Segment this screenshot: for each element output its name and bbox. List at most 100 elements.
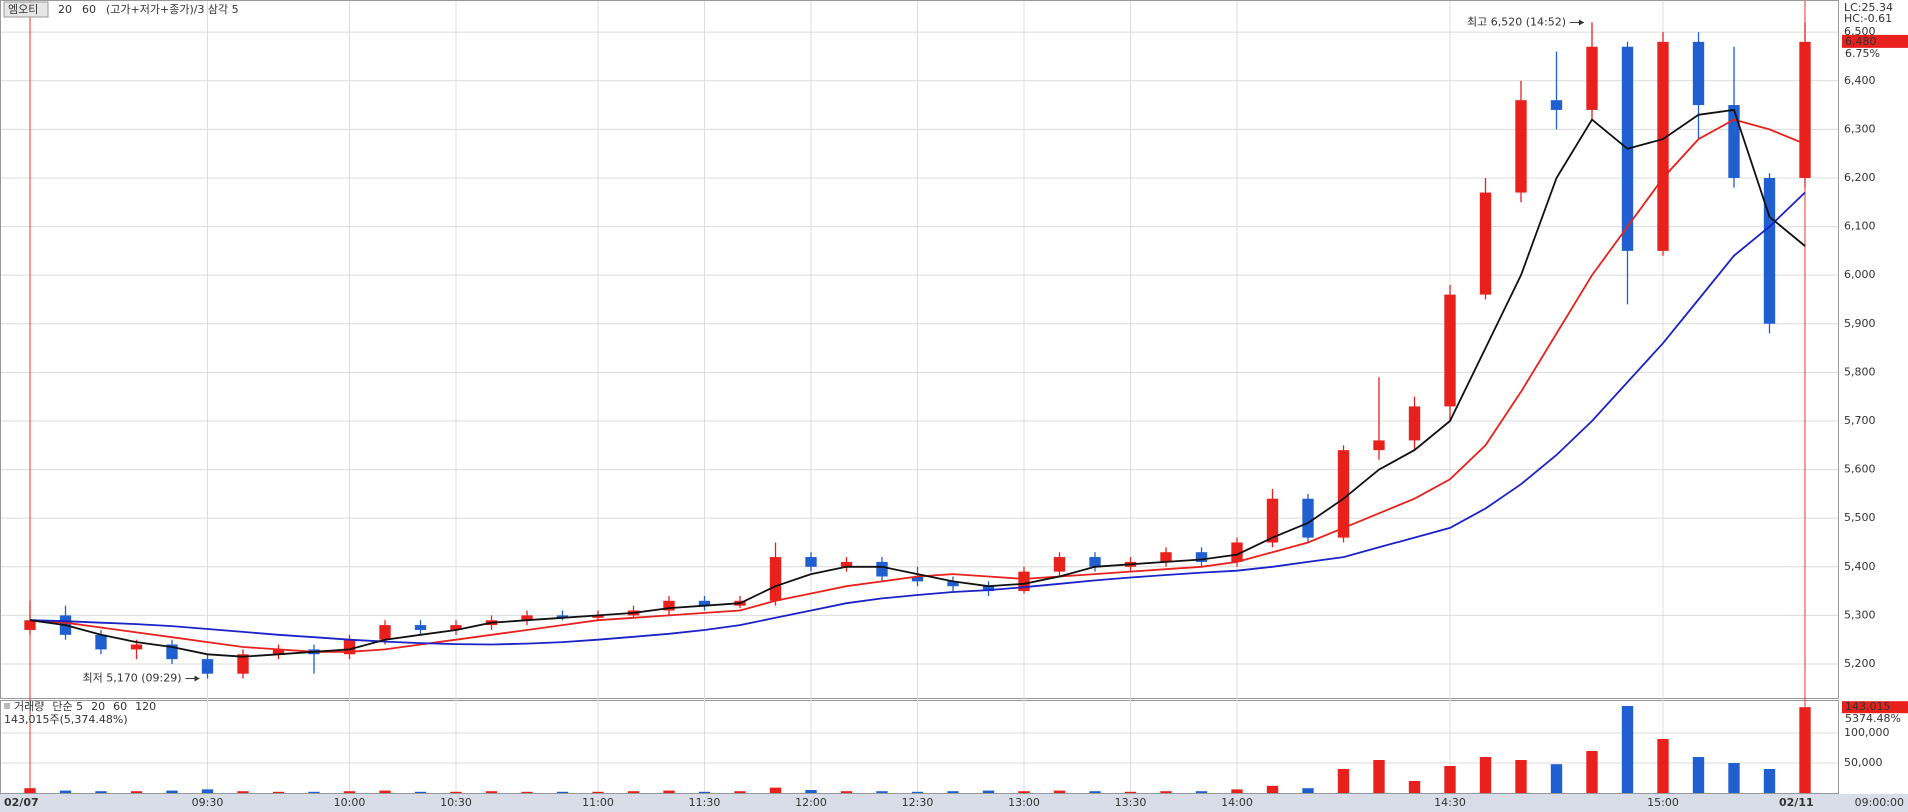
volume-bar xyxy=(1266,785,1279,793)
volume-bar xyxy=(1302,788,1314,793)
x-tick-label: 12:30 xyxy=(902,796,934,809)
volume-summary: 143,015주(5,374.48%) xyxy=(4,713,128,726)
x-axis-bar xyxy=(0,794,1908,812)
volume-title: 거래량 xyxy=(14,700,44,713)
volume-bar xyxy=(1444,766,1456,793)
labels: 5,200 5,300 5,400 5,500 5,600 5,700 5,800 5,900… xyxy=(3,1,1908,809)
x-tick-label: 02/07 xyxy=(4,796,39,809)
volume-bar xyxy=(308,791,320,793)
candle-body xyxy=(1550,100,1563,110)
candle-body xyxy=(982,586,995,592)
candle-body xyxy=(1018,571,1030,592)
y-tick-label: 6,400 xyxy=(1844,74,1876,87)
volume-bar xyxy=(1550,764,1563,793)
volume-bar xyxy=(1799,707,1811,793)
candle-body xyxy=(1799,41,1811,178)
y-tick-label: 5,400 xyxy=(1844,560,1876,573)
volume-bar xyxy=(1337,769,1350,793)
volume-bar xyxy=(130,791,143,793)
y-tick-label: 5,900 xyxy=(1844,317,1876,330)
candle-body xyxy=(1089,557,1101,567)
candle-body xyxy=(840,561,853,567)
y-tick-label: 5,500 xyxy=(1844,511,1876,524)
y-tick-label: 5,800 xyxy=(1844,365,1876,378)
annotation-arrowhead xyxy=(194,675,200,682)
candle-body xyxy=(876,561,888,577)
volume-bar xyxy=(1231,789,1243,793)
candle-body xyxy=(1408,406,1421,441)
x-tick-label: 09:30 xyxy=(192,796,224,809)
x-tick-label: 15:00 xyxy=(1647,796,1679,809)
x-tick-label: 10:00 xyxy=(334,796,366,809)
volume-panel-frame xyxy=(0,700,1839,794)
volume-bar xyxy=(769,787,782,793)
volume-bar xyxy=(840,791,853,793)
y-tick-label: 5,700 xyxy=(1844,414,1876,427)
price-panel-frame xyxy=(0,0,1839,699)
candle-body xyxy=(769,557,782,601)
volume-bar xyxy=(663,790,675,793)
candle-body xyxy=(237,654,249,674)
candle-body xyxy=(1515,100,1527,193)
candle-body xyxy=(1692,41,1705,106)
candle-body xyxy=(272,649,285,655)
x-tick-label: 11:00 xyxy=(582,796,614,809)
candle-body xyxy=(1337,450,1350,538)
y-tick-label: 5,300 xyxy=(1844,608,1876,621)
legend-entry: 60 xyxy=(113,700,127,713)
y-tick-label: 6,100 xyxy=(1844,220,1876,233)
volume-bar xyxy=(1195,791,1208,793)
annotation: 최저 5,170 (09:29) xyxy=(82,672,181,685)
volume-bar xyxy=(1124,791,1137,793)
last-ratio: 5374.48% xyxy=(1845,712,1901,725)
legend-icon xyxy=(4,703,10,709)
candle-body xyxy=(1373,440,1385,451)
volume-bar xyxy=(1728,763,1740,793)
x-tick-label: 10:30 xyxy=(440,796,472,809)
last-price: 6,480 xyxy=(1845,35,1877,48)
volume-bar xyxy=(592,791,604,793)
candle-body xyxy=(556,615,569,618)
x-tick-label: 13:30 xyxy=(1115,796,1147,809)
legend-entry: 120 xyxy=(135,700,156,713)
ma-line xyxy=(29,191,1806,646)
y-tick-label: 50,000 xyxy=(1844,756,1883,769)
x-tick-label: 11:30 xyxy=(689,796,721,809)
candle-body xyxy=(414,625,427,630)
x-tick-label: 02/11 xyxy=(1779,796,1814,809)
volume-bar xyxy=(1160,791,1172,793)
volume-bar xyxy=(1657,739,1669,793)
lc-label: LC:25.34 xyxy=(1844,1,1893,14)
candle-body xyxy=(698,600,711,606)
volume-bar xyxy=(698,791,711,793)
legend-entry: 20 xyxy=(58,3,72,16)
volume-bar xyxy=(982,790,995,793)
x-axis-time: 09:00:00 xyxy=(1855,796,1904,809)
candle-body xyxy=(521,615,533,621)
y-tick-label: 6,000 xyxy=(1844,268,1876,281)
volume-bar xyxy=(1621,706,1634,793)
y-tick-label: 5,600 xyxy=(1844,463,1876,476)
x-tick-label: 14:30 xyxy=(1434,796,1466,809)
candle-body xyxy=(1657,41,1669,251)
candle-body xyxy=(1479,192,1492,295)
candle-body xyxy=(592,615,604,618)
candle-body xyxy=(1586,46,1598,110)
candle-body xyxy=(911,576,924,582)
candle-body xyxy=(1231,542,1243,562)
candle-body xyxy=(1053,557,1066,572)
candle-body xyxy=(166,644,178,660)
legend-entry: 20 xyxy=(91,700,105,713)
ma-line xyxy=(29,108,1806,658)
volume-bar xyxy=(272,791,285,793)
annotation-arrowhead xyxy=(1579,19,1584,26)
volume-bar xyxy=(343,791,356,793)
candle-body xyxy=(95,634,107,650)
marks xyxy=(24,22,1811,793)
grid xyxy=(1,1,1838,793)
legend-entry: 60 xyxy=(82,3,96,16)
volume-bar xyxy=(1018,791,1030,793)
volume-bar xyxy=(734,791,746,793)
volume-bar xyxy=(1515,760,1527,793)
